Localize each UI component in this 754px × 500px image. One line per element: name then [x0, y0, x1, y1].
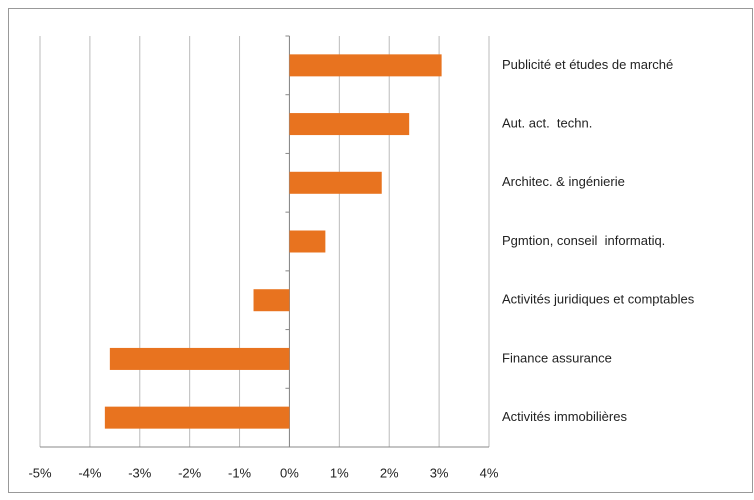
x-tick-label: 3% — [430, 465, 449, 480]
category-label: Aut. act. techn. — [502, 116, 592, 131]
x-tick-label: -3% — [128, 465, 152, 480]
category-label: Publicité et études de marché — [502, 57, 673, 72]
x-tick-label: -1% — [228, 465, 252, 480]
x-tick-label: -5% — [28, 465, 52, 480]
bar — [109, 347, 290, 370]
bar — [289, 171, 382, 194]
category-label: Architec. & ingénierie — [502, 174, 625, 189]
bar — [253, 289, 290, 312]
x-tick-label: 2% — [380, 465, 399, 480]
x-tick-label: -4% — [78, 465, 102, 480]
category-label: Activités juridiques et comptables — [502, 292, 695, 307]
x-tick-label: 4% — [480, 465, 499, 480]
x-tick-label: -2% — [178, 465, 202, 480]
bar — [104, 406, 290, 429]
category-label: Activités immobilières — [502, 409, 627, 424]
bar — [289, 54, 442, 77]
bar — [289, 113, 410, 136]
x-tick-label: 0% — [280, 465, 299, 480]
bar — [289, 230, 326, 253]
x-tick-label: 1% — [330, 465, 349, 480]
category-label: Pgmtion, conseil informatiq. — [502, 233, 665, 248]
category-label: Finance assurance — [502, 350, 612, 365]
